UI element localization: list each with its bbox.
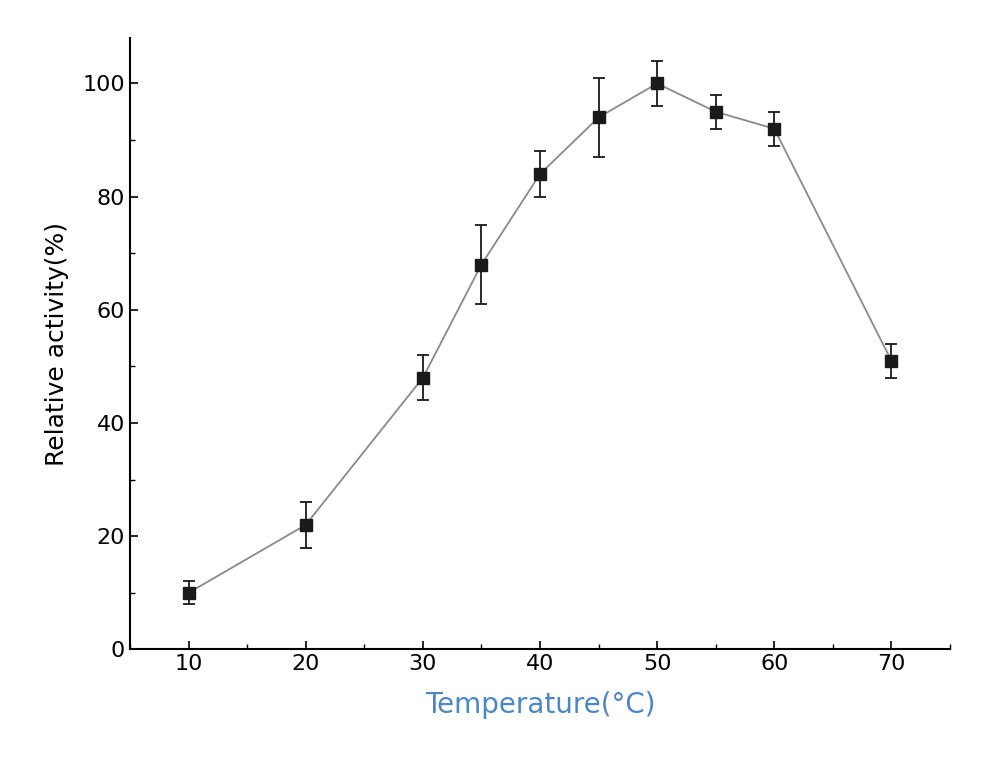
Y-axis label: Relative activity(%): Relative activity(%) bbox=[45, 222, 69, 466]
X-axis label: Temperature(°C): Temperature(°C) bbox=[425, 691, 655, 719]
